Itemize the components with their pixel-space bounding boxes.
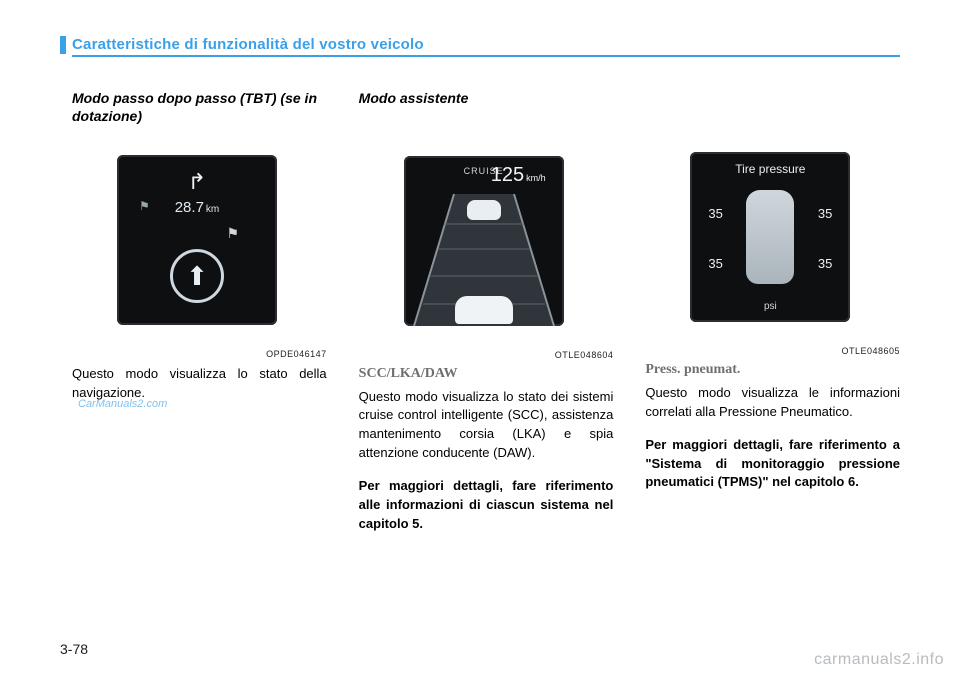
footer-url: carmanuals2.info [814, 651, 944, 669]
compass-icon: ⬆ [170, 249, 224, 303]
tbt-distance-unit: km [206, 204, 219, 215]
cruise-road [404, 194, 564, 326]
column-assist: Modo assistente CRUISE 125km/h [359, 90, 614, 547]
ego-car-icon [455, 296, 513, 324]
cruise-speed-unit: km/h [526, 173, 546, 183]
turn-right-icon: ↱ [188, 169, 206, 195]
tire-bold: Per maggiori dettagli, fare riferimento … [645, 436, 900, 493]
lead-car-icon [467, 200, 501, 220]
page-header-title: Caratteristiche di funzionalità del vost… [72, 36, 900, 53]
watermark: CarManuals2.com [78, 398, 167, 410]
tire-fr-value: 35 [818, 206, 832, 221]
tire-fl-value: 35 [708, 206, 722, 221]
tbt-figure-caption: OPDE046147 [72, 349, 327, 359]
page-header: Caratteristiche di funzionalità del vost… [72, 36, 900, 57]
page-columns: Modo passo dopo passo (TBT) (se in dotaz… [72, 90, 900, 547]
tire-screen: Tire pressure 35 35 35 35 psi [690, 152, 850, 322]
cruise-speed-value: 125 [491, 164, 524, 186]
cruise-speed: 125km/h [491, 164, 546, 187]
assist-title: Modo assistente [359, 90, 614, 108]
tbt-figure: ↱ ⚑ 28.7km ⚑ ⬆ [72, 135, 322, 345]
column-tire: Tire pressure 35 35 35 35 psi OTLE048605… [645, 90, 900, 547]
tbt-title: Modo passo dopo passo (TBT) (se in dotaz… [72, 90, 327, 125]
tire-rr-value: 35 [818, 256, 832, 271]
tire-unit: psi [690, 301, 850, 312]
assist-subhead: SCC/LKA/DAW [359, 366, 614, 382]
tire-rl-value: 35 [708, 256, 722, 271]
header-accent [60, 36, 66, 54]
car-top-icon [746, 190, 794, 284]
assist-figure: CRUISE 125km/h [359, 136, 609, 346]
assist-body: Questo modo visualizza lo stato dei sist… [359, 388, 614, 463]
tire-body: Questo modo visualizza le informazioni c… [645, 384, 900, 422]
assist-figure-caption: OTLE048604 [359, 350, 614, 360]
tire-subhead: Press. pneumat. [645, 362, 900, 378]
tire-title-spacer [645, 90, 900, 132]
tbt-screen: ↱ ⚑ 28.7km ⚑ ⬆ [117, 155, 277, 325]
tbt-distance-value: 28.7 [175, 199, 204, 216]
assist-bold: Per maggiori dettagli, fare riferimento … [359, 477, 614, 534]
assist-screen: CRUISE 125km/h [404, 156, 564, 326]
tire-screen-title: Tire pressure [690, 162, 850, 176]
page-number: 3-78 [60, 641, 88, 657]
tire-figure-caption: OTLE048605 [645, 346, 900, 356]
tire-figure: Tire pressure 35 35 35 35 psi [645, 132, 895, 342]
flag-dest-icon: ⚑ [226, 225, 239, 242]
column-tbt: Modo passo dopo passo (TBT) (se in dotaz… [72, 90, 327, 547]
tbt-distance: 28.7km [117, 199, 277, 216]
